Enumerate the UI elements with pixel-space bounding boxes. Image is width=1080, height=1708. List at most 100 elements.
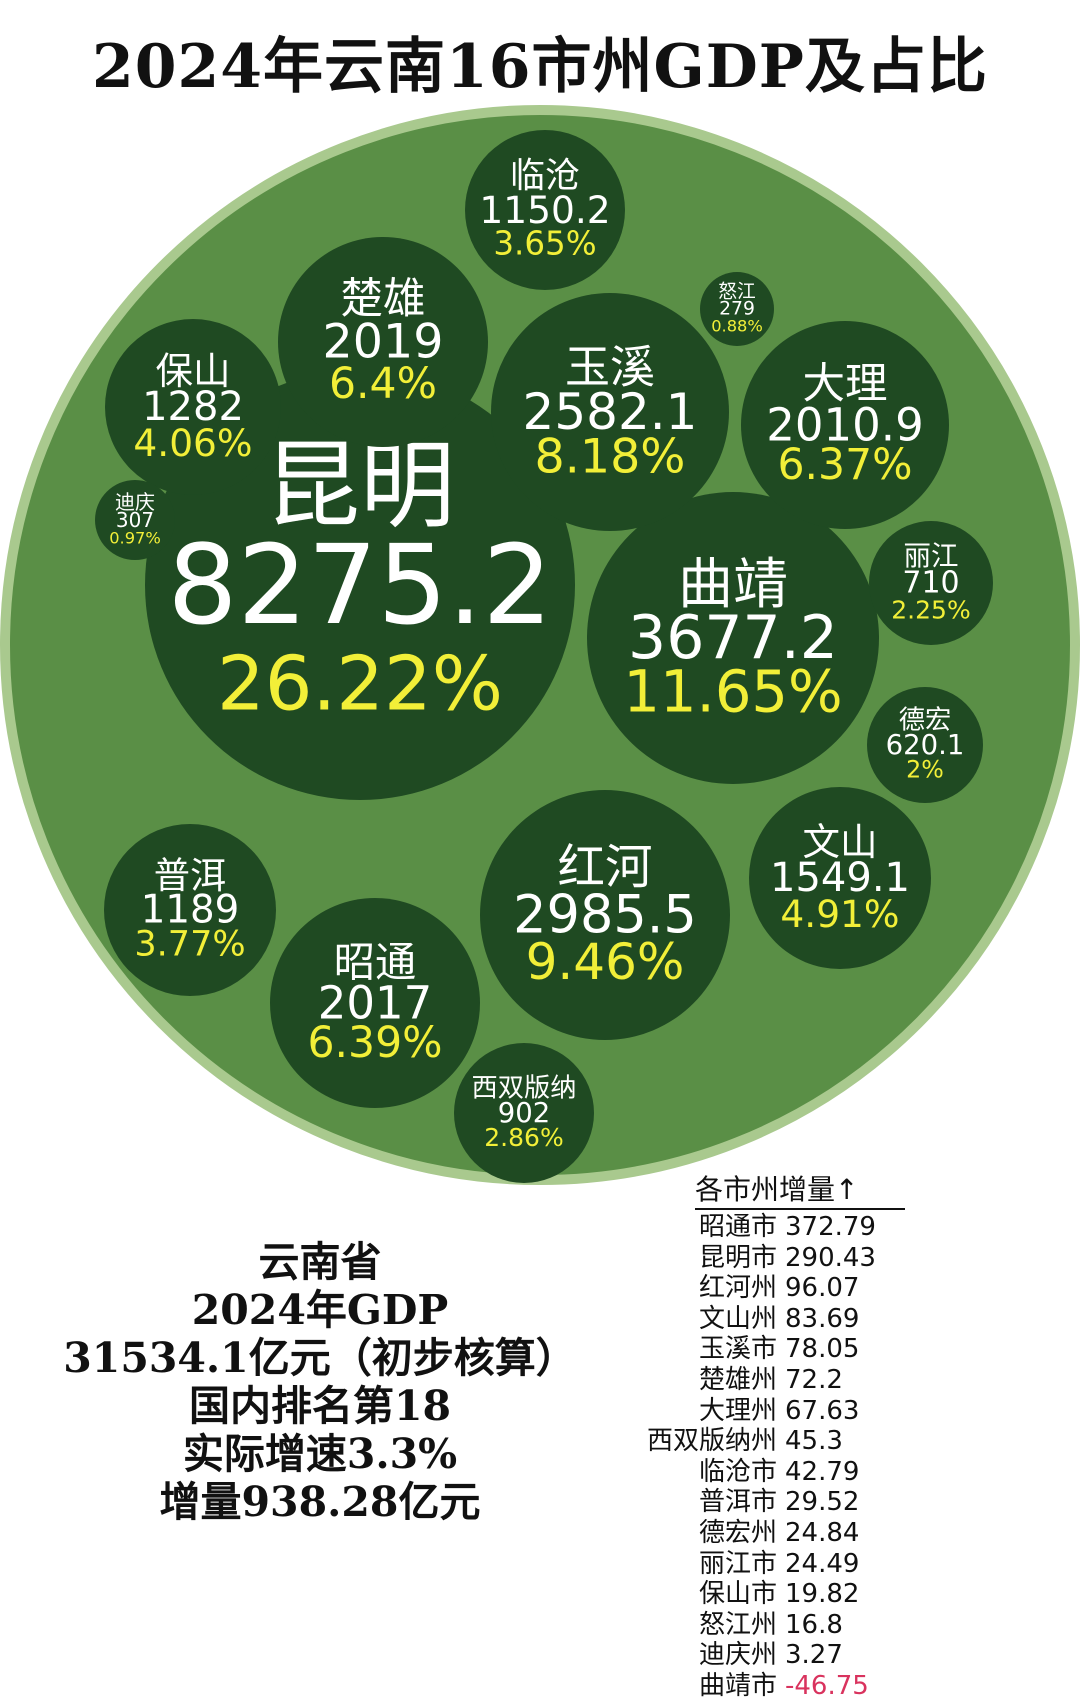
increment-name: 曲靖市 bbox=[698, 1670, 777, 1701]
bubble-gdp: 2017 bbox=[318, 977, 433, 1030]
bubble-name: 大理 bbox=[802, 360, 887, 409]
increment-name: 临沧市 bbox=[698, 1456, 777, 1487]
increment-name: 昭通市 bbox=[698, 1212, 777, 1242]
bubble-玉溪 bbox=[491, 293, 729, 531]
increment-value: -46.75 bbox=[785, 1670, 869, 1701]
increment-row: 临沧市 42.79 bbox=[615, 1457, 905, 1488]
bubble-gdp: 1282 bbox=[142, 384, 244, 430]
bubble-丽江 bbox=[869, 521, 993, 645]
increment-value: 42.79 bbox=[785, 1456, 860, 1487]
bubble-曲靖 bbox=[587, 492, 879, 784]
bubble-gdp: 620.1 bbox=[886, 729, 965, 761]
increment-name: 保山市 bbox=[698, 1579, 777, 1610]
increment-name: 怒江州 bbox=[698, 1609, 777, 1640]
increment-name: 红河州 bbox=[698, 1273, 777, 1304]
bubble-name: 文山 bbox=[803, 820, 878, 864]
bubble-share: 6.39% bbox=[307, 1019, 442, 1068]
bubble-share: 2.25% bbox=[891, 595, 970, 624]
increment-row: 西双版纳州 45.3 bbox=[615, 1426, 905, 1457]
summary-total: 31534.1亿元（初步核算） bbox=[63, 1334, 577, 1382]
bubble-share: 11.65% bbox=[623, 658, 842, 725]
bubble-gdp: 902 bbox=[498, 1097, 551, 1129]
increment-row: 大理州 67.63 bbox=[615, 1396, 905, 1427]
bubble-share: 8.18% bbox=[535, 429, 686, 484]
bubble-name: 西双版纳 bbox=[472, 1073, 577, 1103]
increment-rows: 昭通市 372.79 昆明市 290.43 红河州 96.07 文山州 83.69 玉溪市 78.… bbox=[615, 1212, 905, 1702]
increment-row: 丽江市 24.49 bbox=[615, 1549, 905, 1580]
increment-value: 78.05 bbox=[785, 1334, 860, 1365]
bubble-share: 2% bbox=[906, 756, 944, 784]
increment-name: 楚雄州 bbox=[698, 1364, 777, 1395]
bubble-gdp: 8275.2 bbox=[168, 521, 553, 649]
bubble-gdp: 3677.2 bbox=[628, 603, 838, 673]
bubble-gdp: 2019 bbox=[323, 315, 444, 370]
increment-name: 普洱市 bbox=[698, 1487, 777, 1518]
bubble-红河 bbox=[480, 790, 730, 1040]
increment-name: 大理州 bbox=[698, 1395, 777, 1426]
increment-row: 怒江州 16.8 bbox=[615, 1610, 905, 1641]
bubble-name: 普洱 bbox=[154, 854, 227, 897]
bubble-昭通 bbox=[270, 898, 480, 1108]
bubble-gdp: 307 bbox=[116, 508, 154, 532]
bubble-普洱 bbox=[104, 824, 276, 996]
increment-value: 29.52 bbox=[785, 1487, 860, 1518]
increment-row: 迪庆州 3.27 bbox=[615, 1640, 905, 1671]
bubble-迪庆 bbox=[95, 480, 175, 560]
bubble-gdp: 279 bbox=[719, 299, 755, 320]
increment-name: 文山州 bbox=[698, 1303, 777, 1334]
increment-name: 玉溪市 bbox=[698, 1334, 777, 1365]
bubble-name: 曲靖 bbox=[678, 552, 788, 616]
increment-row: 昆明市 290.43 bbox=[615, 1243, 905, 1274]
increment-row: 玉溪市 78.05 bbox=[615, 1334, 905, 1365]
bubble-name: 玉溪 bbox=[565, 341, 655, 394]
bubble-share: 6.4% bbox=[329, 360, 437, 409]
bubble-name: 丽江 bbox=[904, 540, 959, 572]
increment-row: 文山州 83.69 bbox=[615, 1304, 905, 1335]
province-summary: 云南省 2024年GDP 31534.1亿元（初步核算） 国内排名第18 实际增… bbox=[30, 1238, 610, 1526]
bubble-gdp: 1189 bbox=[141, 888, 240, 933]
bubble-楚雄 bbox=[278, 237, 488, 447]
bubble-西双版纳 bbox=[454, 1043, 594, 1183]
bubble-临沧 bbox=[465, 130, 625, 290]
bubble-share: 4.06% bbox=[133, 421, 252, 465]
bubble-gdp: 710 bbox=[902, 566, 959, 601]
bubble-share: 3.65% bbox=[493, 225, 596, 263]
increment-value: 19.82 bbox=[785, 1579, 860, 1610]
bubble-gdp: 1549.1 bbox=[770, 855, 910, 901]
bubble-gdp: 2582.1 bbox=[523, 383, 698, 441]
increment-value: 96.07 bbox=[785, 1273, 860, 1304]
bubble-share: 4.91% bbox=[780, 892, 899, 936]
increment-row: 德宏州 24.84 bbox=[615, 1518, 905, 1549]
bubble-name: 迪庆 bbox=[115, 490, 155, 514]
bubble-name: 红河 bbox=[558, 840, 653, 895]
bubble-share: 6.37% bbox=[777, 441, 912, 490]
summary-growth: 实际增速3.3% bbox=[182, 1430, 458, 1478]
bubble-name: 楚雄 bbox=[340, 275, 425, 324]
bubble-怒江 bbox=[700, 272, 774, 346]
bubble-大理 bbox=[741, 321, 949, 529]
bubble-name: 德宏 bbox=[899, 705, 952, 735]
bubble-gdp: 2010.9 bbox=[766, 399, 923, 452]
bubble-name: 临沧 bbox=[510, 156, 580, 196]
increment-row: 昭通市 372.79 bbox=[615, 1212, 905, 1243]
bubble-name: 昆明 bbox=[265, 431, 455, 541]
bubble-name: 保山 bbox=[156, 349, 231, 393]
increment-name: 德宏州 bbox=[698, 1517, 777, 1548]
increment-row: 保山市 19.82 bbox=[615, 1579, 905, 1610]
increment-name: 丽江市 bbox=[698, 1548, 777, 1579]
summary-increment: 增量938.28亿元 bbox=[159, 1478, 481, 1526]
bubble-文山 bbox=[749, 787, 931, 969]
chart-title: 2024年云南16市州GDP及占比 bbox=[92, 32, 988, 102]
increment-value: 16.8 bbox=[785, 1609, 843, 1640]
increment-row: 曲靖市 -46.75 bbox=[615, 1671, 905, 1702]
increment-row: 楚雄州 72.2 bbox=[615, 1365, 905, 1396]
increment-row: 普洱市 29.52 bbox=[615, 1487, 905, 1518]
increment-name: 西双版纳州 bbox=[646, 1426, 777, 1457]
increment-value: 45.3 bbox=[785, 1426, 843, 1457]
increment-name: 昆明市 bbox=[698, 1242, 777, 1273]
increment-header: 各市州增量↑ bbox=[695, 1172, 905, 1210]
bubble-share: 2.86% bbox=[484, 1123, 563, 1152]
summary-year-gdp: 2024年GDP bbox=[191, 1286, 449, 1334]
